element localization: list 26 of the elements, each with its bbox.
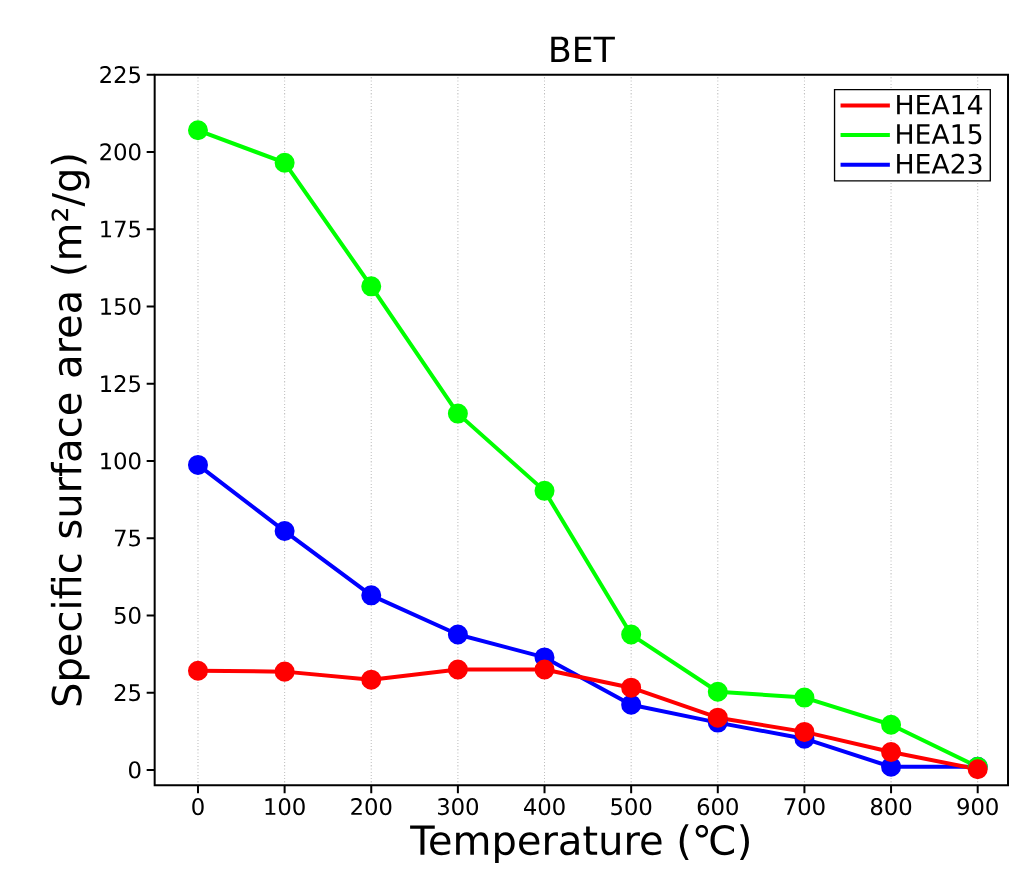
x-tick-label: 800 <box>870 798 912 816</box>
y-tick-label: 175 <box>101 220 140 238</box>
legend-label: HEA23 <box>897 153 982 174</box>
x-tick-label: 200 <box>351 798 392 816</box>
chart-title: BET <box>551 36 615 62</box>
y-tick-label: 25 <box>114 684 140 702</box>
y-tick-label: 100 <box>101 452 141 470</box>
y-tick-label: 200 <box>100 143 141 161</box>
x-axis-title: Temperature (℃) <box>410 824 749 864</box>
y-tick-label: 75 <box>114 529 140 547</box>
y-axis-title: Specific surface area (m²/g) <box>50 155 90 706</box>
x-tick-label: 300 <box>437 798 479 816</box>
x-tick-label: 0 <box>192 798 204 816</box>
x-tick-label: 400 <box>524 798 565 816</box>
y-tick-label: 125 <box>101 375 140 393</box>
x-tick-label: 100 <box>265 798 305 816</box>
y-tick-label: 225 <box>100 66 140 84</box>
y-tick-label: 150 <box>101 297 141 315</box>
x-tick-label: 900 <box>957 798 998 816</box>
y-tick-label: 0 <box>129 761 141 779</box>
x-tick-label: 500 <box>611 798 652 816</box>
legend-label: HEA15 <box>897 124 982 145</box>
x-tick-label: 700 <box>784 798 825 816</box>
y-tick-label: 50 <box>114 606 141 624</box>
x-tick-label: 600 <box>697 798 738 816</box>
legend-label: HEA14 <box>897 94 983 115</box>
